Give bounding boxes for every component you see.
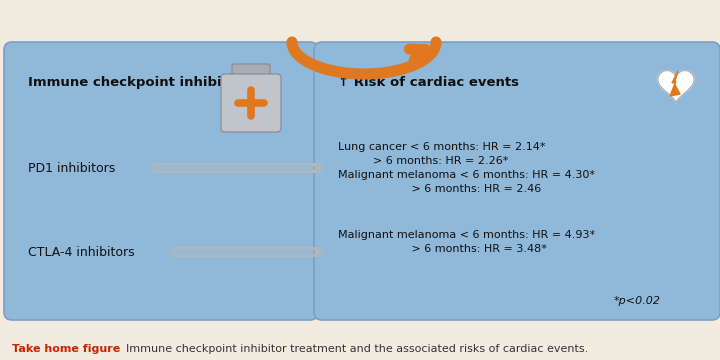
Text: Immune checkpoint inhibitors: Immune checkpoint inhibitors [28,76,251,89]
Text: ↑ Risk of cardiac events: ↑ Risk of cardiac events [338,76,519,89]
Polygon shape [658,71,694,103]
Text: PD1 inhibitors: PD1 inhibitors [28,162,115,175]
Text: CTLA-4 inhibitors: CTLA-4 inhibitors [28,246,135,258]
Text: > 6 months: HR = 2.46: > 6 months: HR = 2.46 [338,184,541,194]
Text: > 6 months: HR = 3.48*: > 6 months: HR = 3.48* [338,244,547,254]
Text: > 6 months: HR = 2.26*: > 6 months: HR = 2.26* [338,156,508,166]
FancyBboxPatch shape [221,74,281,132]
FancyBboxPatch shape [4,42,318,320]
Text: Lung cancer < 6 months: HR = 2.14*: Lung cancer < 6 months: HR = 2.14* [338,142,546,152]
Polygon shape [670,71,680,96]
Text: Take home figure: Take home figure [12,344,120,354]
FancyBboxPatch shape [314,42,720,320]
Text: Malignant melanoma < 6 months: HR = 4.93*: Malignant melanoma < 6 months: HR = 4.93… [338,230,595,240]
Text: Immune checkpoint inhibitor treatment and the associated risks of cardiac events: Immune checkpoint inhibitor treatment an… [126,344,588,354]
Text: Malignant melanoma < 6 months: HR = 4.30*: Malignant melanoma < 6 months: HR = 4.30… [338,170,595,180]
Text: *p<0.02: *p<0.02 [614,296,661,306]
FancyBboxPatch shape [232,64,270,82]
